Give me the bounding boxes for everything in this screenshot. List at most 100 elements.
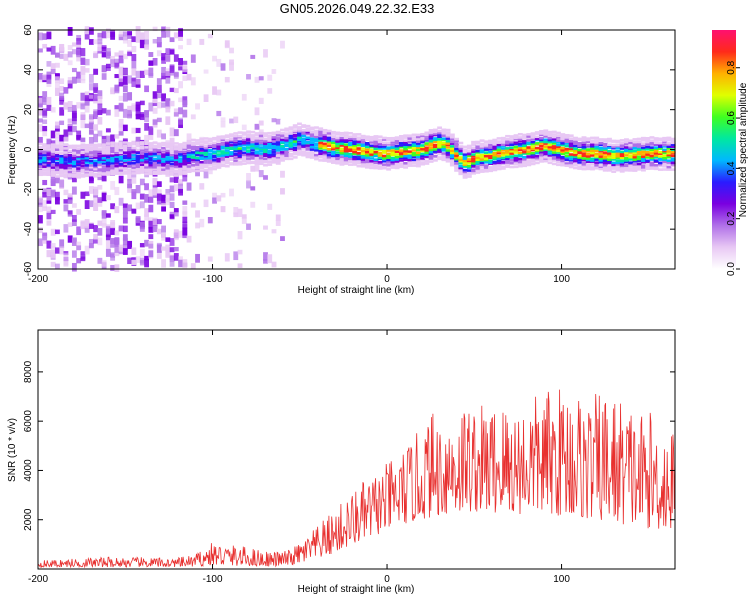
heatmap-cell — [88, 114, 94, 120]
heatmap-cell — [229, 152, 234, 156]
heatmap-cell — [318, 141, 324, 145]
heatmap-cell — [420, 145, 426, 149]
heatmap-cell — [666, 165, 672, 169]
heatmap-cell — [568, 157, 574, 161]
heatmap-cell — [254, 145, 260, 148]
heatmap-cell — [71, 160, 77, 164]
heatmap-cell — [522, 133, 527, 137]
heatmap-cell — [280, 151, 285, 154]
heatmap-cell — [156, 50, 162, 57]
heatmap-cell — [169, 64, 175, 74]
heatmap-cell — [602, 161, 608, 165]
heatmap-cell — [118, 55, 124, 64]
heatmap-cell — [275, 160, 281, 164]
heatmap-cell — [88, 170, 94, 173]
heatmap-cell — [509, 161, 515, 165]
heatmap-cell — [607, 158, 612, 161]
heatmap-cell — [615, 149, 621, 153]
heatmap-cell — [585, 167, 591, 171]
heatmap-cell — [203, 168, 209, 172]
heatmap-cell — [360, 138, 366, 141]
heatmap-cell — [161, 163, 166, 167]
heatmap-cell — [169, 142, 175, 146]
heatmap-cell — [67, 168, 73, 171]
heatmap-cell — [46, 240, 52, 249]
heatmap-cell — [42, 200, 48, 208]
heatmap-cell — [178, 259, 183, 268]
heatmap-cell — [114, 166, 120, 170]
heatmap-cell — [645, 145, 651, 149]
heatmap-cell — [118, 144, 124, 147]
heatmap-cell — [246, 141, 251, 145]
heatmap-cell — [139, 167, 145, 170]
heatmap-cell — [42, 98, 48, 105]
heatmap-cell — [156, 242, 162, 248]
heatmap-cell — [454, 157, 460, 161]
heatmap-cell — [156, 101, 162, 109]
heatmap-cell — [556, 139, 561, 142]
heatmap-cell — [63, 137, 69, 142]
heatmap-cell — [71, 146, 77, 150]
heatmap-cell — [195, 253, 200, 263]
heatmap-cell — [203, 171, 209, 179]
heatmap-cell — [309, 152, 315, 155]
heatmap-cell — [301, 147, 307, 150]
heatmap-cell — [152, 161, 158, 165]
heatmap-cell — [38, 171, 43, 174]
heatmap-cell — [246, 223, 251, 230]
heatmap-cell — [594, 152, 600, 156]
heatmap-cell — [462, 176, 468, 179]
heatmap-cell — [517, 157, 523, 161]
heatmap-cell — [258, 137, 264, 140]
heatmap-cell — [80, 146, 86, 150]
heatmap-cell — [403, 147, 409, 151]
heatmap-cell — [449, 151, 455, 155]
heatmap-cell — [649, 166, 655, 169]
heatmap-cell — [581, 154, 587, 158]
heatmap-cell — [364, 150, 370, 154]
heatmap-cell — [59, 107, 65, 116]
heatmap-cell — [475, 147, 481, 150]
heatmap-cell — [250, 186, 256, 191]
heatmap-cell — [284, 154, 290, 157]
heatmap-cell — [628, 169, 634, 172]
heatmap-cell — [229, 118, 234, 124]
heatmap-cell — [246, 134, 251, 138]
heatmap-cell — [182, 221, 188, 227]
heatmap-cell — [50, 158, 56, 162]
heatmap-cell — [534, 156, 540, 160]
heatmap-cell — [505, 155, 510, 159]
heatmap-cell — [250, 54, 256, 59]
heatmap-cell — [666, 136, 672, 140]
heatmap-cell — [131, 163, 137, 166]
heatmap-cell — [148, 148, 154, 152]
heatmap-cell — [475, 171, 481, 174]
heatmap-cell — [131, 166, 137, 169]
heatmap-cell — [76, 226, 82, 236]
heatmap-cell — [343, 145, 349, 149]
heatmap-cell — [93, 39, 99, 45]
heatmap-cell — [122, 151, 128, 154]
heatmap-cell — [628, 139, 634, 142]
heatmap-cell — [165, 237, 171, 242]
heatmap-cell — [178, 117, 183, 125]
heatmap-cell — [237, 134, 243, 138]
heatmap-cell — [386, 168, 392, 171]
heatmap-cell — [577, 137, 583, 141]
heatmap-cell — [110, 150, 116, 154]
heatmap-cell — [118, 50, 124, 57]
heatmap-cell — [513, 151, 519, 154]
heatmap-cell — [46, 104, 52, 111]
heatmap-cell — [148, 154, 154, 158]
heatmap-cell — [42, 160, 48, 164]
heatmap-cell — [97, 174, 103, 178]
heatmap-cell — [364, 142, 370, 145]
heatmap-cell — [666, 168, 672, 171]
heatmap-cell — [46, 220, 52, 226]
heatmap-cell — [534, 146, 540, 150]
heatmap-cell — [471, 172, 477, 175]
heatmap-cell — [101, 223, 107, 228]
heatmap-cell — [216, 150, 222, 153]
heatmap-cell — [271, 146, 277, 150]
heatmap-cell — [152, 165, 158, 169]
